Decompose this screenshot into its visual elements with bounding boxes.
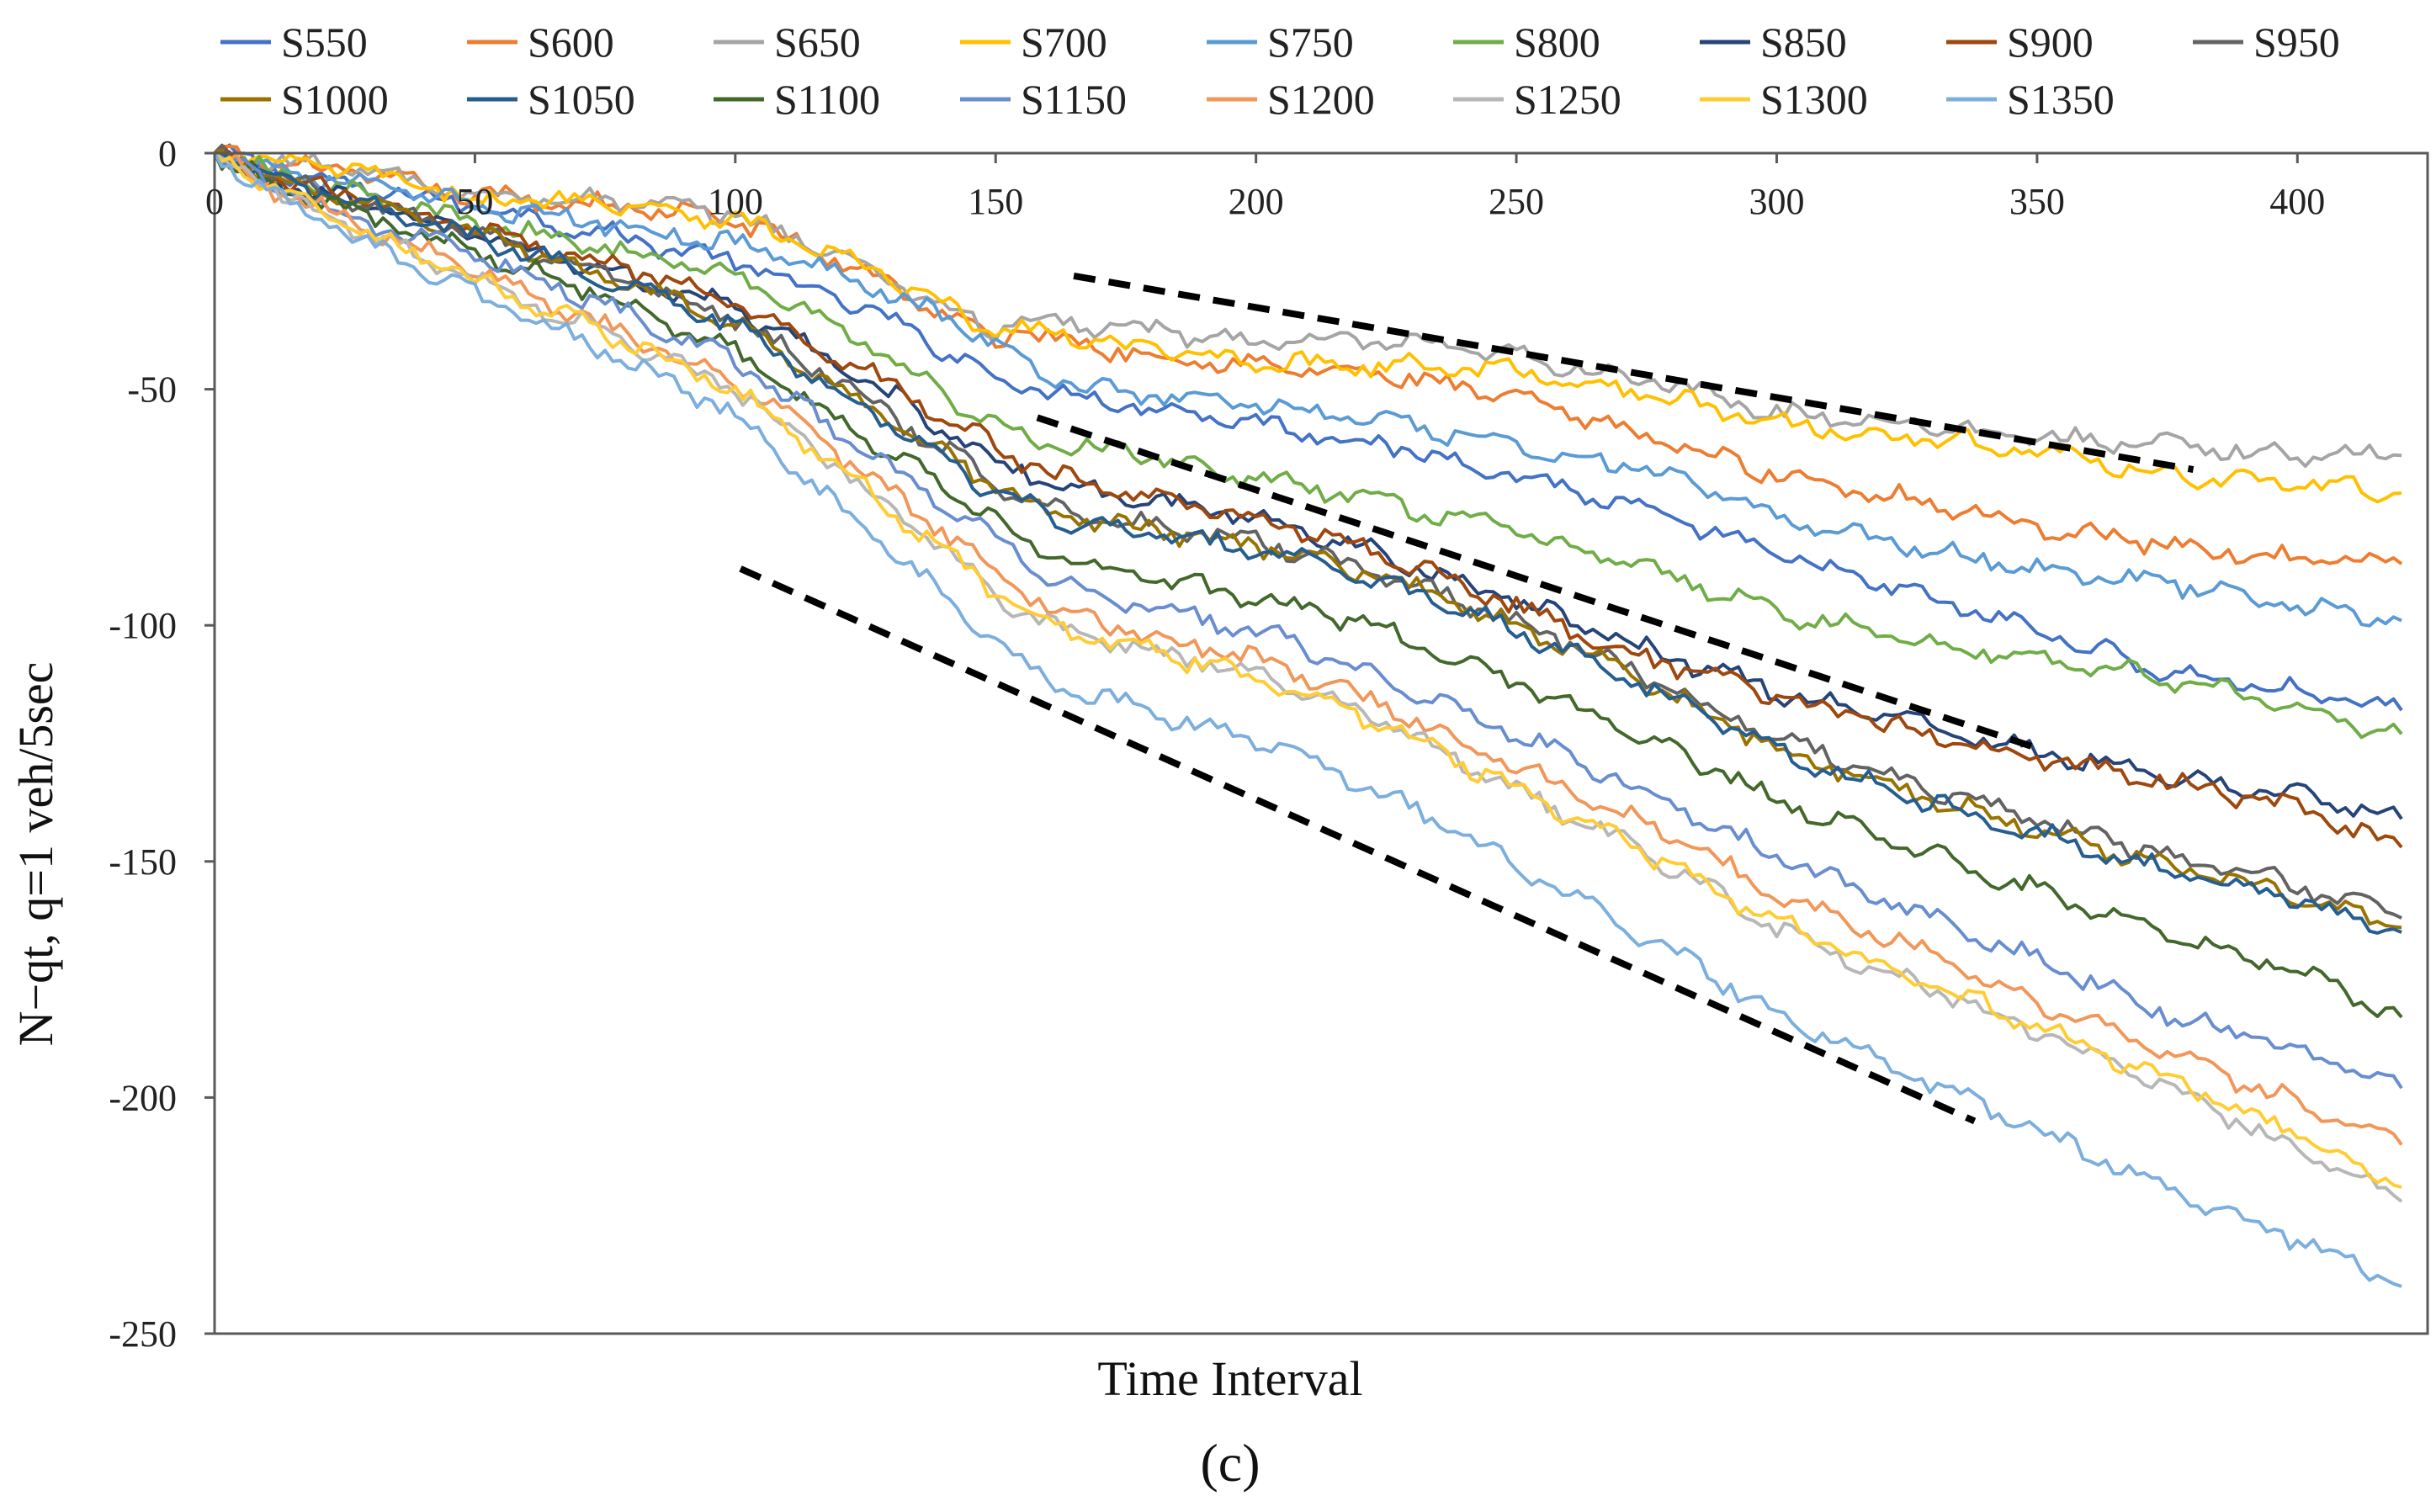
y-tick-label: -150 xyxy=(109,841,177,883)
legend-item-s1150: S1150 xyxy=(960,76,1127,123)
series-line-s550 xyxy=(214,143,2403,712)
y-tick-label: -250 xyxy=(109,1313,177,1355)
x-tick-label: 200 xyxy=(1229,181,1284,222)
legend-item-s1300: S1300 xyxy=(1700,76,1868,123)
legend-label: S800 xyxy=(1514,19,1600,66)
trend-lower xyxy=(739,565,1977,1125)
axes xyxy=(213,151,2429,1335)
trend-upper xyxy=(1073,272,2195,473)
legend-label: S1050 xyxy=(528,76,635,123)
series-line-s800 xyxy=(214,151,2403,740)
legend-item-s850: S850 xyxy=(1700,19,1847,66)
legend-label: S650 xyxy=(774,19,861,66)
x-axis-title: Time Interval xyxy=(1097,1351,1362,1406)
series-line-s600 xyxy=(213,145,2403,565)
legend-item-s900: S900 xyxy=(1946,19,2094,66)
x-tick-label: 150 xyxy=(968,181,1023,222)
x-axis-ticks: 0 50 100 150 200 250 300 350 400 xyxy=(205,153,2325,222)
legend-item-s1050: S1050 xyxy=(467,76,635,123)
legend-item-s950: S950 xyxy=(2193,19,2340,66)
legend-label: S1150 xyxy=(1021,76,1127,123)
y-axis-title: N−qt, q=1 veh/5sec xyxy=(8,662,63,1047)
y-tick-label: -50 xyxy=(127,369,177,411)
y-tick-label: -200 xyxy=(109,1077,177,1118)
series-line-s1300 xyxy=(213,151,2402,1189)
legend-label: S1000 xyxy=(281,76,389,123)
legend-label: S1200 xyxy=(1267,76,1375,123)
legend-item-s600: S600 xyxy=(467,19,614,66)
figure-caption: (c) xyxy=(1200,1433,1260,1493)
legend-item-s1200: S1200 xyxy=(1207,76,1375,123)
legend-label: S950 xyxy=(2253,19,2340,66)
y-tick-label: -100 xyxy=(109,605,177,646)
series-line-s1250 xyxy=(213,151,2403,1203)
series-line-s900 xyxy=(213,143,2403,849)
y-tick-label: 0 xyxy=(158,133,177,174)
legend-label: S1300 xyxy=(1760,76,1868,123)
legend-label: S600 xyxy=(528,19,614,66)
legend-item-s650: S650 xyxy=(714,19,861,66)
legend-label: S1250 xyxy=(1514,76,1621,123)
legend-label: S700 xyxy=(1021,19,1107,66)
x-tick-label: 250 xyxy=(1489,181,1544,222)
series-line-s1050 xyxy=(214,151,2402,935)
series-line-s750 xyxy=(214,151,2402,628)
legend: S550 S600 S650 S700 S750 S800 S850 S900 S950 S100… xyxy=(220,19,2340,123)
legend-item-s700: S700 xyxy=(960,19,1107,66)
x-tick-label: 400 xyxy=(2269,181,2325,222)
series-line-s1000 xyxy=(214,148,2402,930)
legend-item-s1250: S1250 xyxy=(1453,76,1621,123)
y-axis-ticks: 0 -50 -100 -150 -200 -250 xyxy=(109,133,215,1355)
series-line-s700 xyxy=(214,151,2402,504)
legend-item-s1350: S1350 xyxy=(1946,76,2115,123)
x-tick-label: 0 xyxy=(205,181,224,222)
series-line-s1150 xyxy=(213,151,2403,1090)
trend-lines xyxy=(739,272,2195,1125)
series-line-s1100 xyxy=(213,152,2403,1019)
series-lines xyxy=(213,143,2403,1288)
series-line-s1350 xyxy=(213,152,2402,1288)
legend-item-s1100: S1100 xyxy=(714,76,880,123)
legend-item-s800: S800 xyxy=(1453,19,1600,66)
legend-label: S1350 xyxy=(2007,76,2115,123)
legend-item-s750: S750 xyxy=(1207,19,1354,66)
legend-label: S750 xyxy=(1267,19,1354,66)
legend-label: S1100 xyxy=(774,76,880,123)
legend-item-s1000: S1000 xyxy=(220,76,389,123)
x-tick-label: 300 xyxy=(1749,181,1804,222)
x-tick-label: 50 xyxy=(456,181,493,222)
legend-item-s550: S550 xyxy=(220,19,368,66)
legend-label: S550 xyxy=(281,19,368,66)
legend-label: S900 xyxy=(2007,19,2094,66)
x-tick-label: 100 xyxy=(708,181,763,222)
legend-label: S850 xyxy=(1760,19,1847,66)
x-tick-label: 350 xyxy=(2009,181,2065,222)
